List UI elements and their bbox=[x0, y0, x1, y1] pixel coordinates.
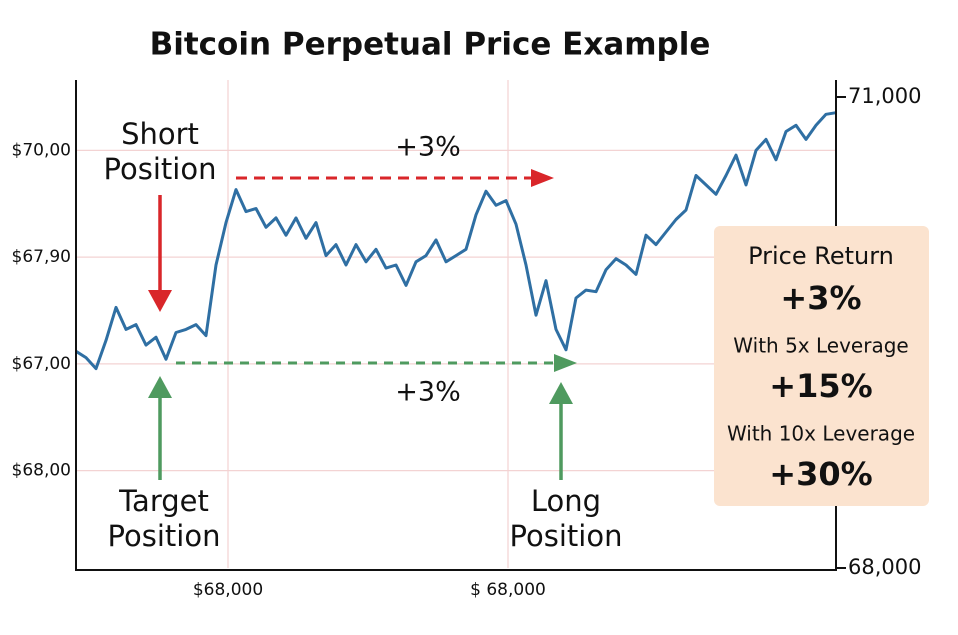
target-label: Position bbox=[108, 519, 221, 553]
plot bbox=[75, 111, 837, 371]
y-tick-label: $67,90 bbox=[12, 247, 71, 267]
chart-title: Bitcoin Perpetual Price Example bbox=[150, 27, 711, 63]
info-text: Price Return bbox=[748, 242, 894, 270]
y2-tick-label: 71,000 bbox=[848, 84, 921, 108]
info-value: +3% bbox=[780, 279, 861, 317]
long-arrow-head bbox=[549, 382, 573, 404]
short-arrow-head bbox=[148, 290, 172, 312]
long-label: Long bbox=[531, 484, 601, 518]
y-tick-label: $67,00 bbox=[12, 354, 71, 374]
target-arrow-head bbox=[148, 376, 172, 398]
short-label: Short bbox=[121, 117, 199, 151]
y-tick-label: $70,00 bbox=[12, 140, 71, 160]
short-move: +3% bbox=[395, 132, 460, 163]
target-label: Target bbox=[118, 484, 209, 518]
short-label: Position bbox=[104, 152, 217, 186]
long-move: +3% bbox=[395, 377, 460, 408]
price-line bbox=[75, 111, 837, 371]
x-tick-label: $68,000 bbox=[193, 580, 263, 600]
y2-tick-label: 68,000 bbox=[848, 555, 921, 579]
y-tick-label: $68,00 bbox=[12, 461, 71, 481]
info-box bbox=[714, 226, 929, 506]
info-value: +30% bbox=[769, 455, 872, 493]
long-dash-head bbox=[554, 354, 577, 372]
short-dash-head bbox=[531, 169, 554, 187]
info-text: With 5x Leverage bbox=[733, 334, 908, 358]
info-text: With 10x Leverage bbox=[727, 422, 915, 446]
info-value: +15% bbox=[769, 367, 872, 405]
x-tick-label: $ 68,000 bbox=[470, 580, 546, 600]
long-label: Position bbox=[510, 519, 623, 553]
